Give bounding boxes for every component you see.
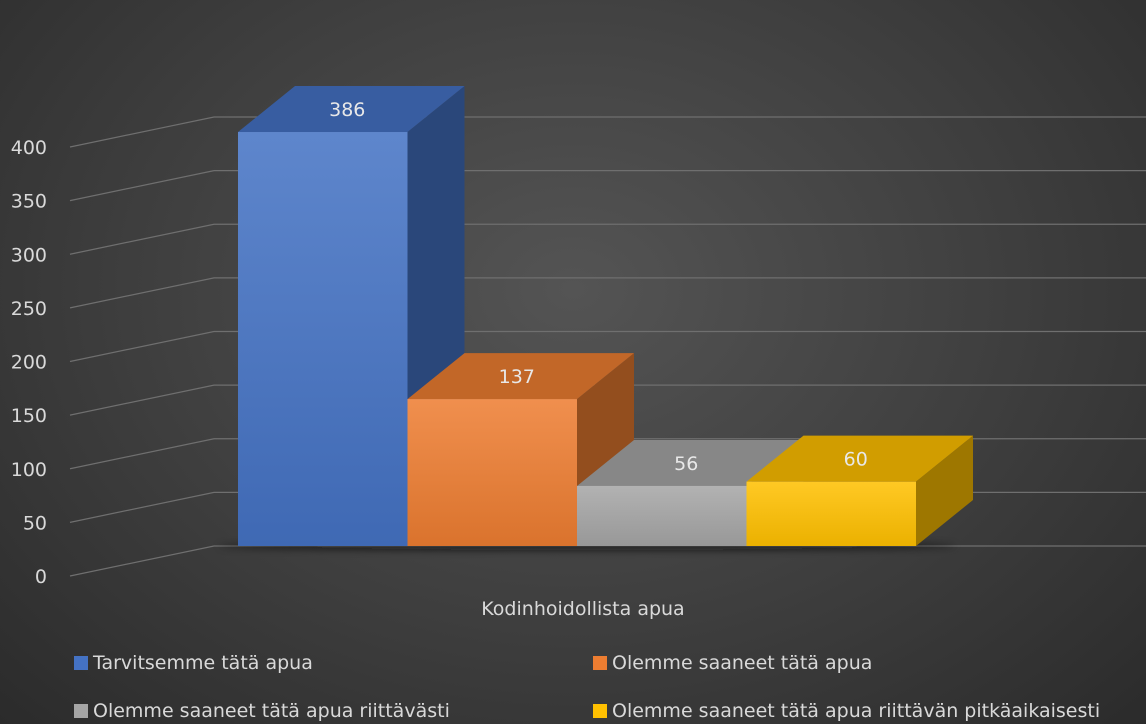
y-tick-label: 250: [11, 298, 47, 320]
gridline: [69, 330, 1146, 363]
gridline: [69, 384, 1146, 416]
legend-label-series-2: Olemme saaneet tätä apua riittävästi: [93, 700, 450, 722]
bar-front-face: [577, 485, 747, 546]
legend-swatch-series-3: [593, 704, 607, 718]
legend-swatch-series-1: [593, 656, 607, 670]
gridline: [69, 116, 1146, 148]
legend-label-series-0: Tarvitsemme tätä apua: [93, 652, 313, 674]
bar-top-face: [238, 86, 465, 133]
gridline: [69, 170, 1146, 202]
bar-series-3: [746, 435, 973, 546]
gridline: [69, 277, 1146, 309]
data-label-series-2: 56: [674, 453, 698, 475]
legend-swatch-series-0: [74, 656, 88, 670]
bar-front-face: [746, 481, 916, 546]
bars: [238, 86, 973, 546]
legend-item-series-1: Olemme saaneet tätä apua: [593, 652, 872, 674]
data-label-series-3: 60: [844, 449, 868, 471]
y-tick-label: 100: [11, 459, 47, 481]
legend-label-series-3: Olemme saaneet tätä apua riittävän pitkä…: [612, 700, 1101, 722]
category-label: Kodinhoidollista apua: [481, 598, 684, 620]
legend-label-series-1: Olemme saaneet tätä apua: [612, 652, 873, 674]
bar-series-0: [238, 86, 465, 546]
bar-top-face: [577, 439, 804, 486]
bar-top-face: [407, 353, 634, 400]
bar-top-face: [746, 435, 973, 482]
data-labels: 386 137 56 60: [329, 99, 868, 475]
y-axis: 0 50 100 150 200 250 300 350 400: [11, 137, 47, 588]
y-tick-label: 300: [11, 244, 47, 266]
gridline: [69, 545, 1146, 577]
y-tick-label: 50: [23, 512, 47, 534]
bar-front-face: [238, 132, 408, 546]
y-tick-label: 0: [35, 566, 47, 588]
bar-front-face: [407, 399, 577, 546]
y-tick-label: 200: [11, 352, 47, 374]
y-tick-label: 400: [11, 137, 47, 159]
gridlines: [69, 116, 1146, 577]
data-label-series-0: 386: [329, 99, 365, 121]
legend: Tarvitsemme tätä apua Olemme saaneet tät…: [0, 640, 1146, 724]
data-label-series-1: 137: [499, 366, 535, 388]
legend-item-series-3: Olemme saaneet tätä apua riittävän pitkä…: [593, 700, 1100, 722]
legend-swatch-series-2: [74, 704, 88, 718]
bar-side-face: [916, 435, 973, 546]
gridline: [69, 223, 1146, 255]
legend-item-series-0: Tarvitsemme tätä apua: [74, 652, 313, 674]
legend-item-series-2: Olemme saaneet tätä apua riittävästi: [74, 700, 450, 722]
y-tick-label: 350: [11, 191, 47, 213]
y-tick-label: 150: [11, 405, 47, 427]
